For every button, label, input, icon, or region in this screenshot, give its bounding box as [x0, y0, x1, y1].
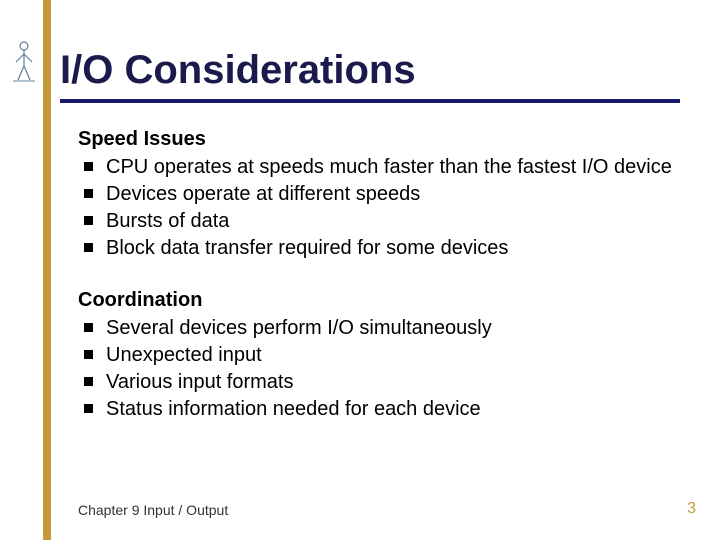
section-heading: Coordination [78, 289, 678, 312]
list-item-text: Several devices perform I/O simultaneous… [106, 317, 492, 339]
slide-title: I/O Considerations [60, 48, 680, 103]
section-heading: Speed Issues [78, 128, 678, 151]
list-item: Devices operate at different speeds [78, 182, 678, 207]
list-item: Status information needed for each devic… [78, 397, 678, 422]
list-item-text: Block data transfer required for some de… [106, 237, 508, 259]
list-item: Bursts of data [78, 209, 678, 234]
list-item: Various input formats [78, 370, 678, 395]
list-item: Unexpected input [78, 343, 678, 368]
list-item-text: Status information needed for each devic… [106, 398, 481, 420]
list-item-text: Various input formats [106, 371, 294, 393]
list-item: CPU operates at speeds much faster than … [78, 155, 678, 180]
slide: I/O Considerations Speed Issues CPU oper… [0, 0, 720, 540]
list-item: Several devices perform I/O simultaneous… [78, 316, 678, 341]
footer-chapter: Chapter 9 Input / Output [78, 502, 228, 518]
bullet-square-icon [84, 323, 93, 332]
bullet-square-icon [84, 404, 93, 413]
bullet-list: Several devices perform I/O simultaneous… [78, 316, 678, 422]
bullet-square-icon [84, 350, 93, 359]
logo-icon [10, 40, 38, 82]
bullet-square-icon [84, 189, 93, 198]
list-item-text: Unexpected input [106, 344, 262, 366]
bullet-square-icon [84, 162, 93, 171]
slide-content: Speed Issues CPU operates at speeds much… [78, 128, 678, 426]
list-item-text: Bursts of data [106, 210, 229, 232]
bullet-square-icon [84, 216, 93, 225]
bullet-square-icon [84, 377, 93, 386]
list-item: Block data transfer required for some de… [78, 236, 678, 261]
vertical-accent-rule [43, 0, 51, 540]
bullet-list: CPU operates at speeds much faster than … [78, 155, 678, 261]
footer-page-number: 3 [687, 500, 696, 518]
list-item-text: Devices operate at different speeds [106, 183, 420, 205]
list-item-text: CPU operates at speeds much faster than … [106, 156, 672, 178]
bullet-square-icon [84, 243, 93, 252]
